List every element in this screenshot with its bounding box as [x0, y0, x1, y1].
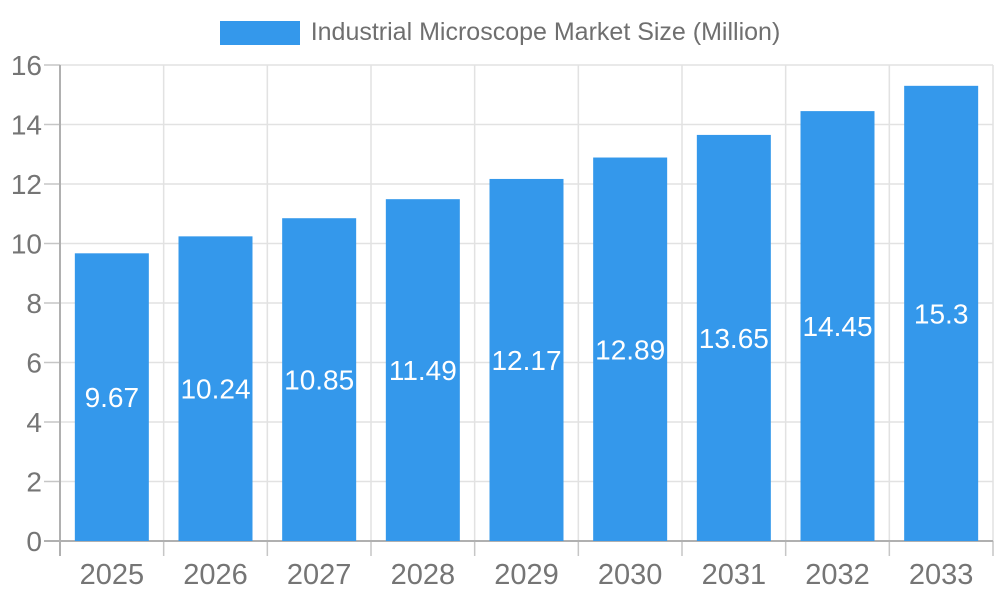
bar-value-label: 10.85 [284, 365, 354, 396]
x-tick-label: 2030 [598, 559, 663, 591]
y-tick-label: 6 [26, 348, 42, 379]
y-tick-label: 0 [26, 526, 42, 557]
bar-value-label: 14.45 [802, 311, 872, 342]
bar-value-label: 12.89 [595, 334, 665, 365]
bar-2033[interactable] [904, 85, 979, 541]
bar-value-label: 9.67 [85, 382, 140, 413]
bar-2028[interactable] [385, 199, 460, 542]
bar-2025[interactable] [74, 253, 149, 541]
x-tick-label: 2028 [391, 559, 456, 591]
x-tick-label: 2031 [702, 559, 767, 591]
x-tick-label: 2029 [494, 559, 559, 591]
y-tick-label: 8 [26, 288, 42, 319]
x-tick-label: 2033 [909, 559, 974, 591]
bar-value-label: 10.24 [180, 374, 250, 405]
legend: Industrial Microscope Market Size (Milli… [0, 18, 1000, 47]
bar-value-label: 15.3 [914, 298, 969, 329]
bar-2030[interactable] [593, 157, 668, 541]
bar-2032[interactable] [800, 111, 875, 542]
y-tick-label: 10 [11, 229, 42, 260]
bar-2031[interactable] [696, 134, 771, 541]
bar-value-label: 12.17 [491, 345, 561, 376]
legend-label: Industrial Microscope Market Size (Milli… [310, 18, 781, 46]
legend-swatch [219, 20, 300, 45]
y-tick-label: 14 [11, 110, 42, 141]
x-tick-label: 2026 [183, 559, 248, 591]
y-tick-label: 12 [11, 169, 42, 200]
x-tick-label: 2027 [287, 559, 352, 591]
bar-value-label: 11.49 [389, 355, 457, 386]
bar-2029[interactable] [489, 178, 564, 541]
y-tick-label: 2 [26, 467, 42, 498]
y-tick-label: 4 [26, 407, 42, 438]
bar-value-label: 13.65 [699, 323, 769, 354]
x-tick-label: 2032 [805, 559, 870, 591]
y-tick-label: 16 [11, 50, 42, 81]
bar-2027[interactable] [282, 218, 357, 541]
x-tick-label: 2025 [80, 559, 145, 591]
bar-2026[interactable] [178, 236, 253, 542]
legend-item-series[interactable]: Industrial Microscope Market Size (Milli… [219, 18, 781, 47]
